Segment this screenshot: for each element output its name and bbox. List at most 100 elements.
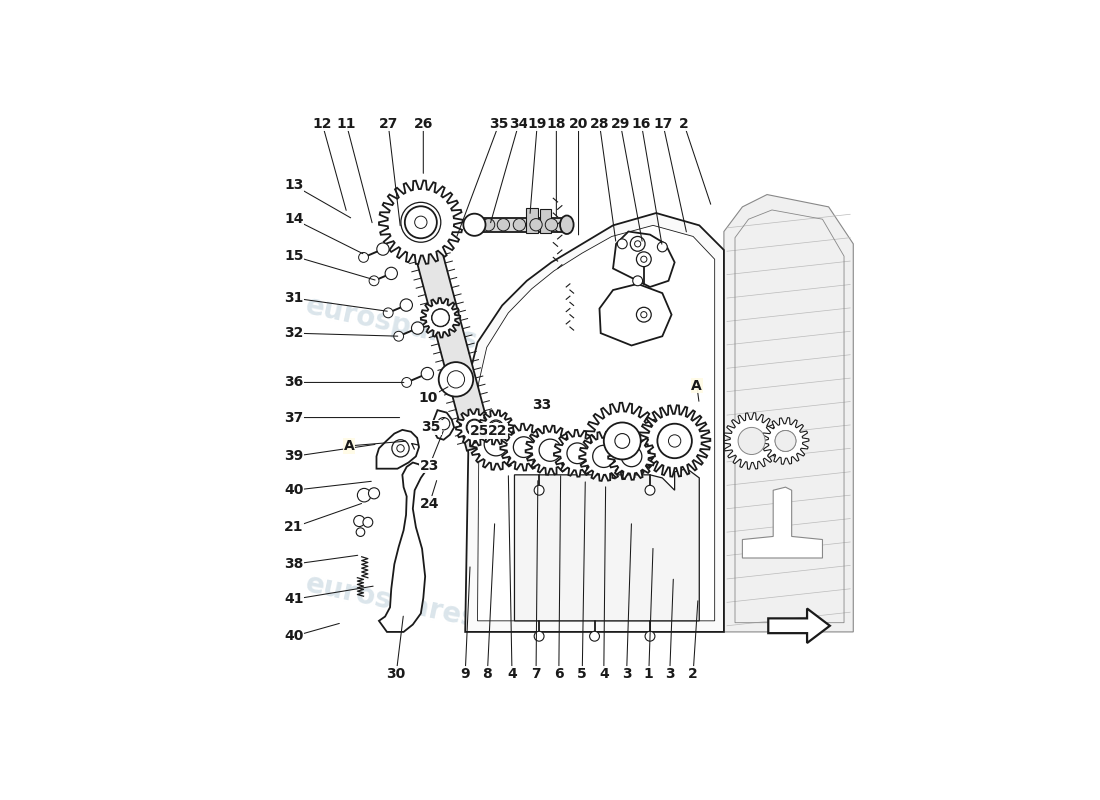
Text: 41: 41	[284, 592, 304, 606]
Polygon shape	[378, 181, 463, 264]
Circle shape	[617, 239, 627, 249]
Text: 29: 29	[610, 117, 630, 130]
Text: 8: 8	[483, 667, 492, 681]
Circle shape	[593, 446, 615, 467]
Circle shape	[356, 528, 365, 537]
Text: 31: 31	[284, 291, 304, 305]
Text: 37: 37	[284, 410, 304, 425]
Circle shape	[483, 218, 495, 231]
Text: 13: 13	[284, 178, 304, 192]
Circle shape	[645, 631, 654, 641]
Circle shape	[431, 309, 450, 326]
Text: eurospares: eurospares	[525, 569, 702, 633]
Circle shape	[658, 242, 668, 252]
Text: 1: 1	[644, 667, 653, 681]
Ellipse shape	[560, 215, 573, 234]
Text: 3: 3	[664, 667, 674, 681]
Circle shape	[566, 443, 587, 464]
Circle shape	[400, 299, 412, 311]
Text: 17: 17	[653, 117, 672, 130]
Polygon shape	[762, 418, 808, 464]
Circle shape	[490, 422, 503, 434]
Circle shape	[432, 309, 449, 326]
Circle shape	[497, 218, 509, 231]
Polygon shape	[376, 430, 419, 469]
Text: 39: 39	[284, 450, 304, 463]
Polygon shape	[554, 430, 601, 477]
Circle shape	[468, 420, 482, 434]
Circle shape	[421, 367, 433, 380]
Text: 28: 28	[590, 117, 609, 130]
Polygon shape	[421, 298, 460, 338]
Circle shape	[635, 241, 640, 247]
Text: 21: 21	[284, 520, 304, 534]
Circle shape	[605, 423, 640, 458]
Circle shape	[621, 446, 642, 466]
Circle shape	[632, 276, 642, 286]
Circle shape	[630, 237, 645, 251]
Polygon shape	[378, 462, 425, 632]
Polygon shape	[476, 226, 715, 621]
Circle shape	[402, 378, 411, 387]
Text: 2: 2	[679, 117, 689, 130]
Text: A: A	[692, 378, 702, 393]
Circle shape	[637, 307, 651, 322]
Polygon shape	[608, 433, 654, 480]
Text: A: A	[344, 439, 355, 453]
Text: 3: 3	[621, 667, 631, 681]
Text: 14: 14	[284, 212, 304, 226]
Circle shape	[463, 214, 485, 236]
Text: eurospares: eurospares	[302, 292, 480, 356]
Circle shape	[658, 424, 692, 458]
Bar	[526, 208, 538, 233]
Polygon shape	[470, 418, 521, 470]
Polygon shape	[613, 231, 674, 287]
Circle shape	[739, 428, 764, 454]
Text: 34: 34	[509, 117, 528, 130]
Polygon shape	[515, 469, 700, 621]
Circle shape	[590, 631, 600, 641]
Circle shape	[370, 276, 378, 286]
Text: 4: 4	[598, 667, 608, 681]
Circle shape	[615, 434, 629, 448]
Text: 5: 5	[578, 667, 587, 681]
Circle shape	[669, 434, 681, 447]
Circle shape	[411, 322, 424, 334]
Circle shape	[530, 218, 542, 231]
Circle shape	[469, 218, 481, 231]
Circle shape	[645, 486, 654, 495]
Circle shape	[488, 420, 504, 434]
Text: 6: 6	[554, 667, 563, 681]
Circle shape	[659, 425, 691, 458]
Circle shape	[354, 515, 365, 526]
Circle shape	[385, 267, 397, 279]
Circle shape	[640, 256, 647, 262]
Text: 2: 2	[689, 667, 698, 681]
Circle shape	[539, 439, 561, 462]
Text: eurospares: eurospares	[302, 569, 480, 633]
Polygon shape	[579, 432, 628, 481]
Text: 12: 12	[312, 117, 332, 130]
Circle shape	[439, 362, 473, 397]
Polygon shape	[600, 284, 671, 346]
Circle shape	[363, 518, 373, 527]
Circle shape	[368, 488, 379, 499]
Polygon shape	[584, 402, 660, 479]
Circle shape	[637, 252, 651, 266]
Circle shape	[640, 312, 647, 318]
Polygon shape	[465, 213, 724, 632]
Circle shape	[405, 206, 437, 238]
Circle shape	[604, 422, 640, 459]
Polygon shape	[478, 410, 514, 445]
Text: 20: 20	[569, 117, 589, 130]
Text: 30: 30	[386, 667, 406, 681]
Polygon shape	[639, 406, 711, 477]
Polygon shape	[455, 409, 493, 446]
Circle shape	[514, 218, 526, 231]
Text: 11: 11	[337, 117, 356, 130]
Polygon shape	[742, 487, 823, 558]
Text: 22: 22	[487, 424, 507, 438]
Text: 26: 26	[414, 117, 433, 130]
Text: 32: 32	[284, 326, 304, 340]
Polygon shape	[724, 194, 854, 632]
